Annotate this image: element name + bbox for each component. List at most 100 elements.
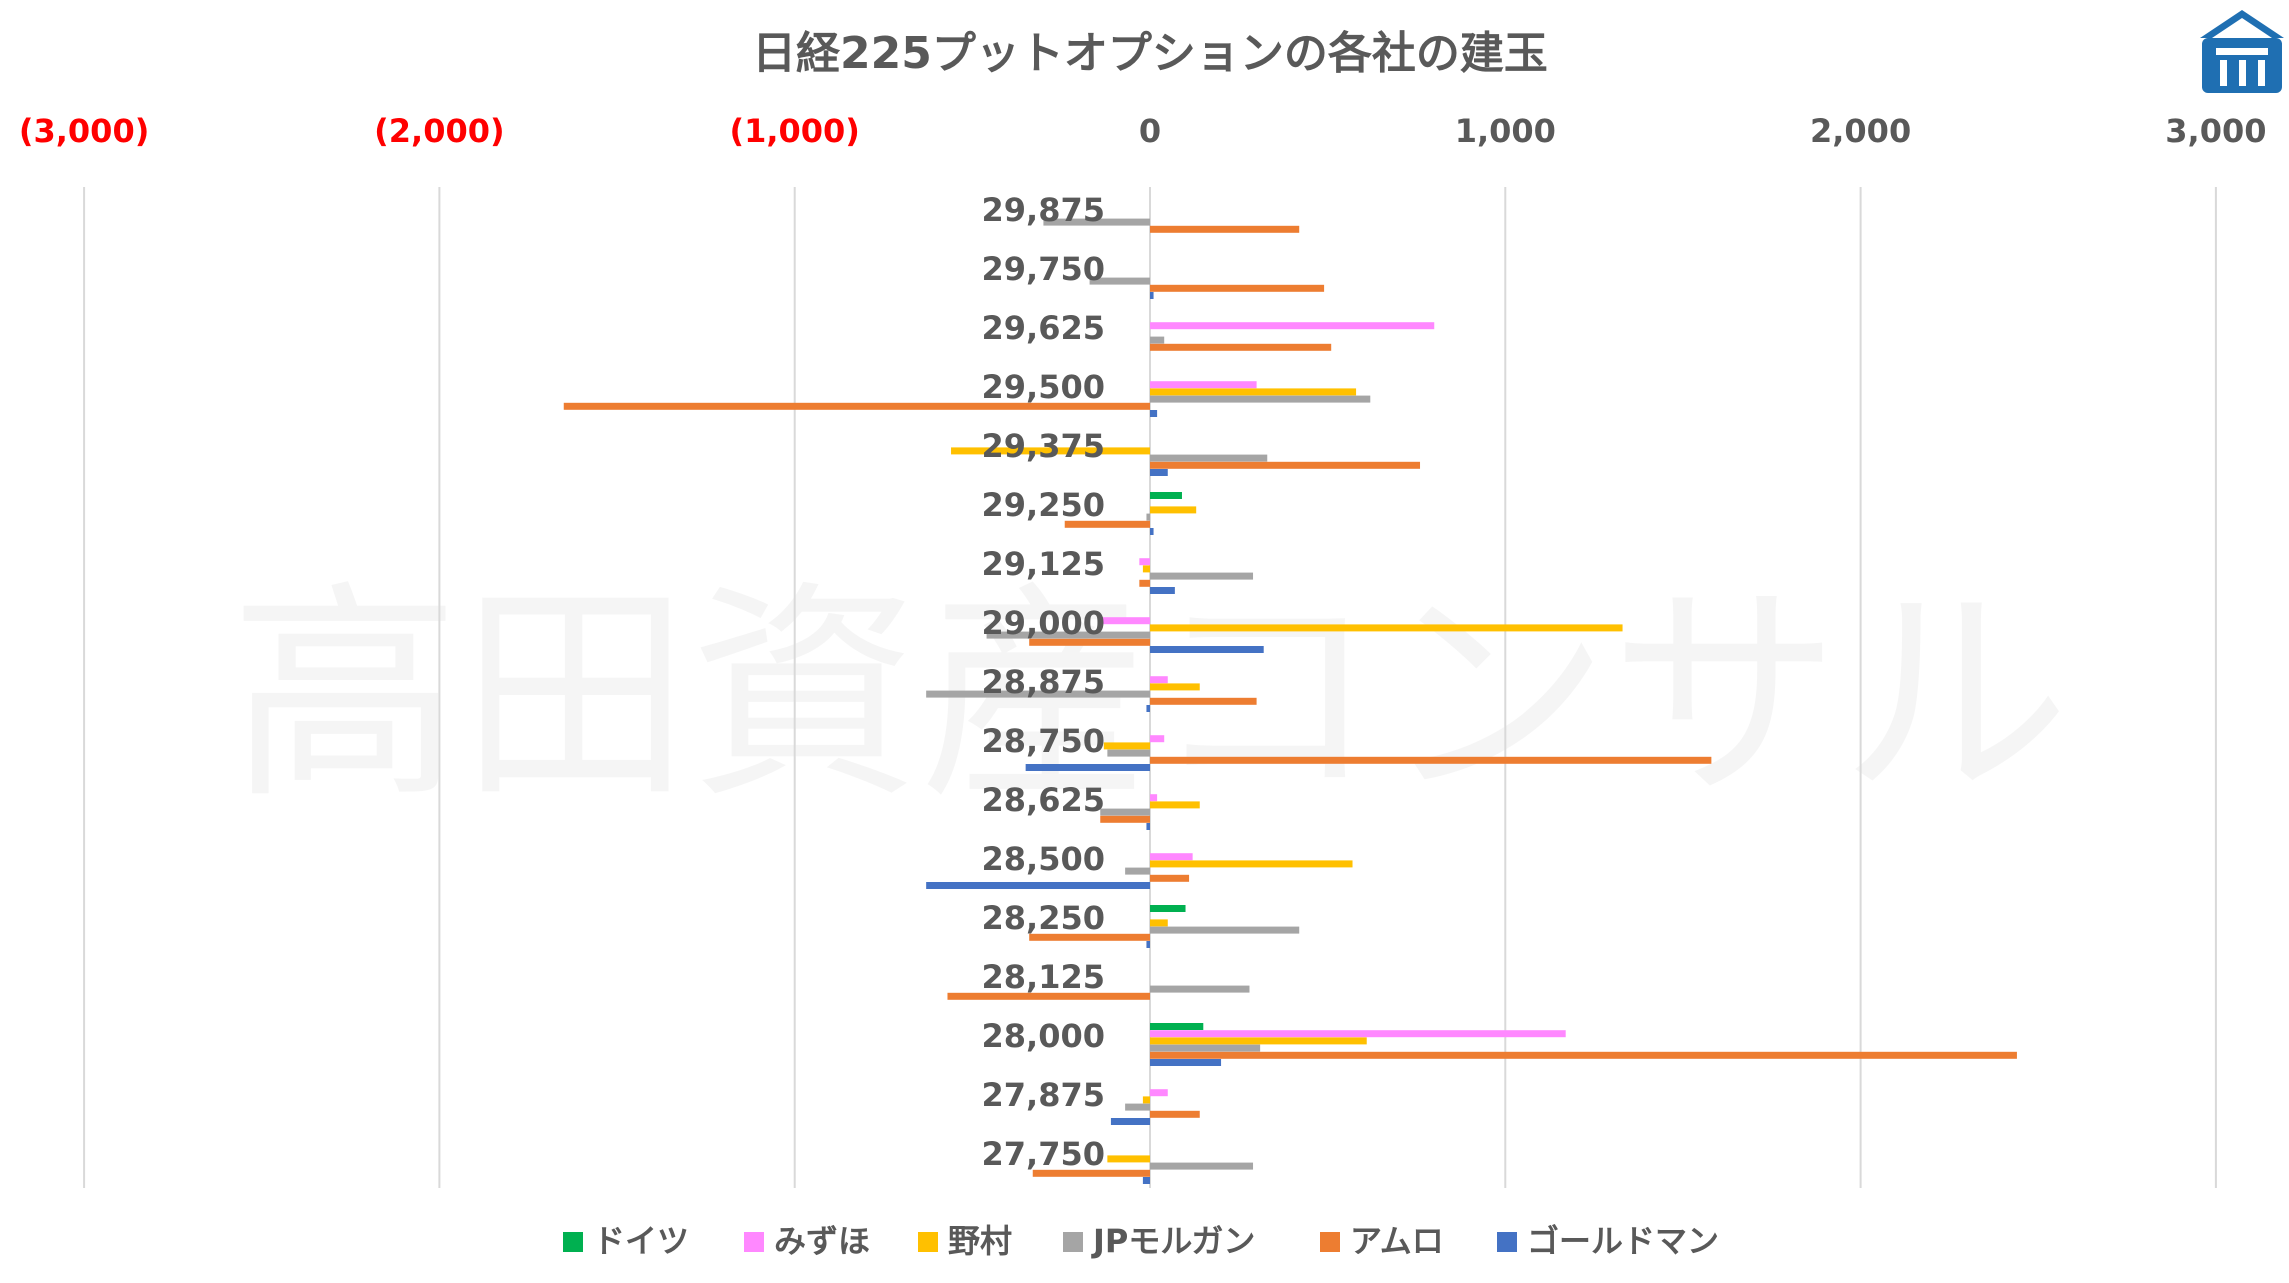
y-category-label: 29,375 (982, 427, 1105, 465)
bar (1150, 683, 1200, 691)
bar (1150, 853, 1193, 861)
legend-swatch (744, 1232, 764, 1252)
bar (1146, 705, 1150, 712)
logo-icon (2200, 10, 2284, 93)
bar (1150, 587, 1175, 594)
bar (1125, 1103, 1150, 1111)
x-axis-ticks: (3,000) (2,000) (1,000) 0 1,000 2,000 3,000 (19, 112, 2267, 150)
legend-label: ゴールドマン (1527, 1222, 1719, 1260)
bar (1146, 513, 1150, 521)
bar (1025, 764, 1150, 771)
bar (1150, 528, 1154, 535)
bar (1150, 1089, 1168, 1097)
bar (1150, 225, 1300, 233)
bar (1150, 284, 1325, 292)
bar (1150, 860, 1353, 868)
bar (1150, 506, 1197, 514)
y-category-label: 29,000 (982, 604, 1105, 642)
legend-label: JPモルガン (1091, 1222, 1255, 1260)
bar (1150, 1110, 1200, 1118)
bar (1150, 461, 1421, 469)
bar (1150, 1059, 1222, 1066)
bar (1150, 381, 1257, 389)
y-category-label: 28,125 (982, 958, 1105, 996)
bar (947, 992, 1150, 1000)
legend-swatch (563, 1232, 583, 1252)
bar (1150, 1037, 1367, 1045)
bar (1150, 454, 1268, 462)
bar (951, 447, 1150, 455)
legend-label: ドイツ (593, 1222, 689, 1260)
y-category-label: 29,625 (982, 309, 1105, 347)
bar (1150, 410, 1158, 417)
legend-swatch (1320, 1232, 1340, 1252)
bar (1139, 579, 1150, 587)
bar (1150, 874, 1190, 882)
y-axis-labels: 29,875 29,750 29,625 29,500 29,375 29,250 29,1… (982, 191, 1105, 1173)
y-category-label: 28,250 (982, 899, 1105, 937)
bar (1110, 1118, 1150, 1125)
bar (1150, 343, 1332, 351)
bar (1100, 617, 1150, 625)
legend-swatch (1063, 1232, 1083, 1252)
y-category-label: 27,875 (982, 1076, 1105, 1114)
y-category-label: 28,000 (982, 1017, 1105, 1055)
legend-swatch (918, 1232, 938, 1252)
y-category-label: 28,625 (982, 781, 1105, 819)
bar (1142, 1177, 1150, 1184)
bar (1150, 1030, 1566, 1038)
x-tick-label: 0 (1139, 112, 1161, 150)
y-category-label: 29,875 (982, 191, 1105, 229)
bar (1142, 1096, 1150, 1104)
bar (1150, 801, 1200, 809)
x-tick-label: 2,000 (1810, 112, 1911, 150)
chart-title: 日経225プットオプションの各社の建玉 (752, 28, 1548, 79)
bar (1150, 1162, 1254, 1170)
legend-label: 野村 (948, 1222, 1012, 1260)
bar (1146, 823, 1150, 830)
bar (1150, 1051, 2017, 1059)
bar (1150, 336, 1165, 344)
bar (1150, 794, 1158, 802)
x-tick-label: (1,000) (729, 112, 859, 150)
bar (1150, 926, 1300, 934)
y-category-label: 28,875 (982, 663, 1105, 701)
bar (1125, 867, 1150, 875)
bar (1150, 322, 1435, 330)
bar (926, 690, 1150, 698)
bars (563, 218, 2017, 1184)
bar (1103, 742, 1150, 750)
bar (1150, 1023, 1204, 1030)
bar (1146, 941, 1150, 948)
bar (1150, 388, 1357, 396)
bar (1150, 395, 1371, 403)
bar (1150, 985, 1250, 993)
bar (1089, 277, 1150, 285)
y-category-label: 29,125 (982, 545, 1105, 583)
y-category-label: 29,500 (982, 368, 1105, 406)
y-category-label: 29,750 (982, 250, 1105, 288)
bar (1029, 933, 1150, 941)
bar (1142, 565, 1150, 573)
bar (1029, 638, 1150, 646)
bar (986, 631, 1150, 639)
bar (1032, 1169, 1150, 1177)
bar (1150, 697, 1257, 705)
y-category-label: 28,500 (982, 840, 1105, 878)
legend-label: アムロ (1350, 1222, 1444, 1260)
bar (1150, 492, 1182, 499)
bar (1150, 919, 1168, 927)
bar (563, 402, 1150, 410)
y-category-label: 27,750 (982, 1135, 1105, 1173)
bar (1150, 676, 1168, 684)
x-tick-label: 1,000 (1455, 112, 1556, 150)
bar (1150, 469, 1168, 476)
x-tick-label: 3,000 (2165, 112, 2266, 150)
bar (1150, 905, 1186, 912)
legend-label: みずほ (774, 1222, 870, 1260)
bar (1100, 815, 1150, 823)
bar (1150, 624, 1623, 632)
bar (1150, 646, 1264, 653)
bar (1064, 520, 1150, 528)
